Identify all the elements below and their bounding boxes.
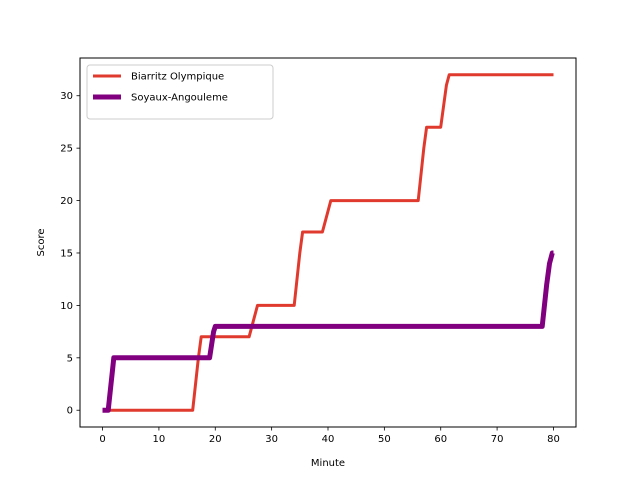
x-tick-label: 20	[209, 434, 222, 445]
series-line-2	[102, 250, 555, 413]
y-tick-label: 15	[60, 248, 73, 259]
series-line-1	[102, 73, 554, 412]
y-tick-label: 5	[67, 353, 73, 364]
x-tick-label: 10	[153, 434, 166, 445]
y-tick-label: 30	[60, 91, 73, 102]
x-tick-label: 70	[491, 434, 504, 445]
y-axis-label: Score	[36, 228, 47, 256]
legend-box	[86, 64, 274, 120]
legend-label-1: Biarritz Olympique	[131, 72, 224, 83]
x-tick-label: 40	[322, 434, 335, 445]
series-layer	[102, 73, 555, 413]
x-tick-label: 50	[378, 434, 391, 445]
legend-label-2: Soyaux-Angouleme	[131, 93, 228, 104]
x-tick-label: 60	[434, 434, 447, 445]
x-axis-label: Minute	[311, 458, 345, 469]
y-tick-label: 10	[60, 301, 73, 312]
y-tick-label: 25	[60, 144, 73, 155]
x-tick-label: 80	[547, 434, 560, 445]
x-tick-label: 30	[265, 434, 278, 445]
y-tick-label: 0	[67, 406, 73, 417]
y-tick-label: 20	[60, 196, 73, 207]
legend: Biarritz Olympique Soyaux-Angouleme	[86, 64, 274, 120]
axes-layer: 0 10 20 30 40 50 60 70 80 0 5 10 15 20 25 30	[60, 57, 577, 445]
x-tick-label: 0	[99, 434, 105, 445]
